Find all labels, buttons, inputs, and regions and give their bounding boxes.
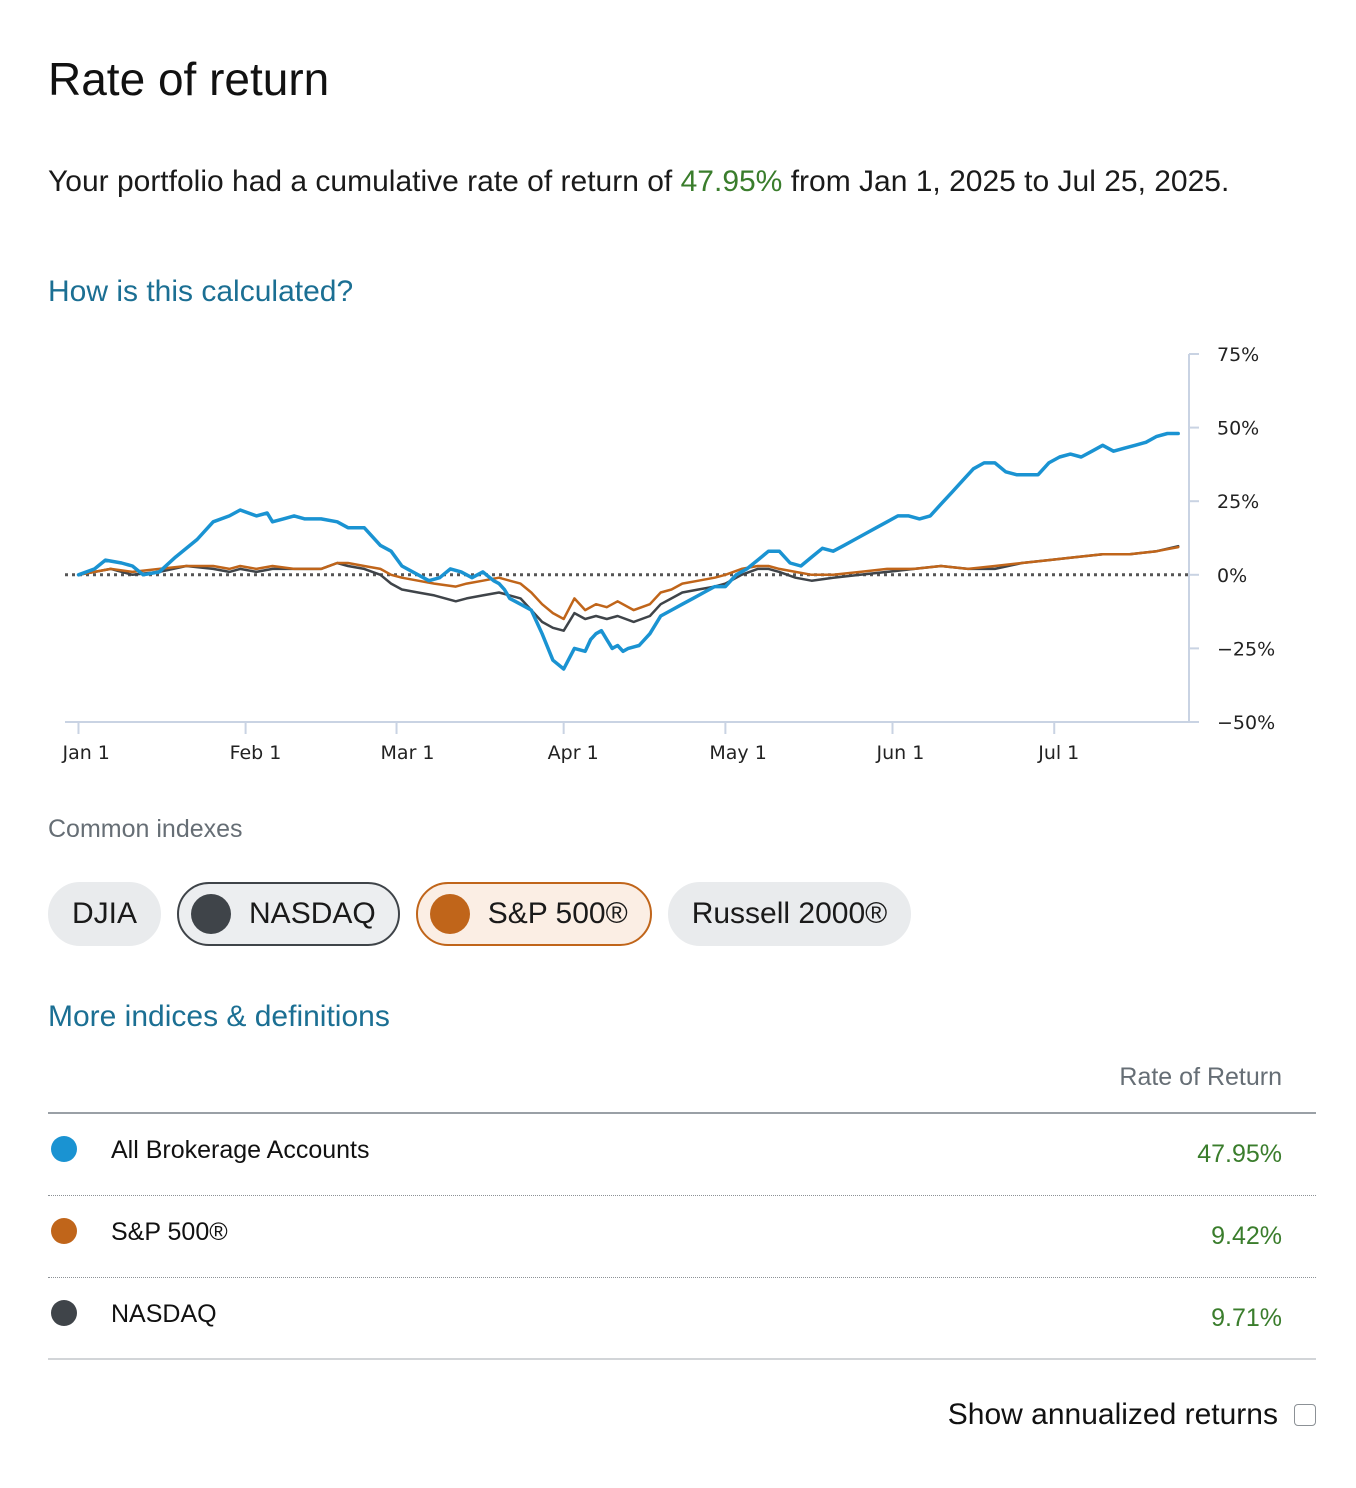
row-value: 9.42% xyxy=(1211,1222,1282,1250)
russell-chip-label: Russell 2000® xyxy=(691,897,888,930)
table-row: All Brokerage Accounts 47.95% xyxy=(48,1114,1316,1196)
summary-prefix: Your portfolio had a cumulative rate of … xyxy=(48,165,673,198)
legend-dot-icon xyxy=(51,1136,77,1162)
more-indices-link[interactable]: More indices & definitions xyxy=(48,1000,390,1033)
x-tick-label: Apr 1 xyxy=(548,742,599,764)
nasdaq-color-dot-icon xyxy=(191,894,232,934)
x-tick-label: Feb 1 xyxy=(230,742,282,764)
annualized-label: Show annualized returns xyxy=(947,1398,1278,1431)
nasdaq-chip-label: NASDAQ xyxy=(249,897,376,930)
y-tick-label: 0% xyxy=(1217,565,1247,587)
returns-table: Rate of Return All Brokerage Accounts 47… xyxy=(48,1060,1316,1360)
summary-return-value: 47.95% xyxy=(680,165,783,198)
x-tick-label: Jun 1 xyxy=(876,742,925,764)
rate-of-return-column-header: Rate of Return xyxy=(48,1060,1316,1114)
rate-of-return-chart: 75% 50% 25% 0% −25% −50% Jan 1 Feb 1 Mar 1 Apr 1 M… xyxy=(61,344,1275,764)
y-tick-label: 75% xyxy=(1217,344,1259,366)
page-title: Rate of return xyxy=(48,53,330,105)
x-tick-label: May 1 xyxy=(709,742,766,764)
row-value: 9.71% xyxy=(1211,1304,1282,1332)
legend-dot-icon xyxy=(51,1300,77,1326)
common-indexes-label: Common indexes xyxy=(48,815,243,843)
sp500-chip[interactable]: S&P 500® xyxy=(415,882,652,946)
table-row: S&P 500® 9.42% xyxy=(48,1196,1316,1278)
nasdaq-chip[interactable]: NASDAQ xyxy=(177,882,400,946)
y-tick-label: 25% xyxy=(1217,491,1259,513)
series-line-nasdaq xyxy=(77,544,1180,632)
index-chip-group: DJIA NASDAQ S&P 500® Russell 2000® xyxy=(48,882,912,946)
djia-chip[interactable]: DJIA xyxy=(48,882,162,946)
y-tick-label: −50% xyxy=(1217,712,1275,734)
annualized-checkbox[interactable] xyxy=(1294,1404,1316,1426)
return-summary: Your portfolio had a cumulative rate of … xyxy=(48,158,1288,206)
sp500-color-dot-icon xyxy=(429,894,470,934)
row-name: NASDAQ xyxy=(111,1300,217,1328)
annualized-returns-toggle[interactable]: Show annualized returns xyxy=(948,1398,1316,1432)
how-calculated-link[interactable]: How is this calculated? xyxy=(48,275,354,308)
legend-dot-icon xyxy=(51,1218,77,1244)
x-tick-label: Mar 1 xyxy=(381,742,435,764)
sp500-chip-label: S&P 500® xyxy=(487,897,628,930)
row-name: S&P 500® xyxy=(111,1218,228,1246)
y-tick-label: −25% xyxy=(1217,638,1275,660)
row-name: All Brokerage Accounts xyxy=(111,1136,370,1164)
summary-suffix: from Jan 1, 2025 to Jul 25, 2025. xyxy=(790,165,1230,198)
djia-chip-label: DJIA xyxy=(72,897,138,930)
russell-2000-chip[interactable]: Russell 2000® xyxy=(667,882,912,946)
row-value: 47.95% xyxy=(1197,1140,1282,1168)
table-row: NASDAQ 9.71% xyxy=(48,1278,1316,1360)
series-line-sp500 xyxy=(77,545,1180,621)
x-tick-label: Jul 1 xyxy=(1037,742,1079,764)
x-tick-label: Jan 1 xyxy=(61,742,109,764)
y-tick-label: 50% xyxy=(1217,418,1259,440)
series-line-portfolio xyxy=(76,431,1180,671)
